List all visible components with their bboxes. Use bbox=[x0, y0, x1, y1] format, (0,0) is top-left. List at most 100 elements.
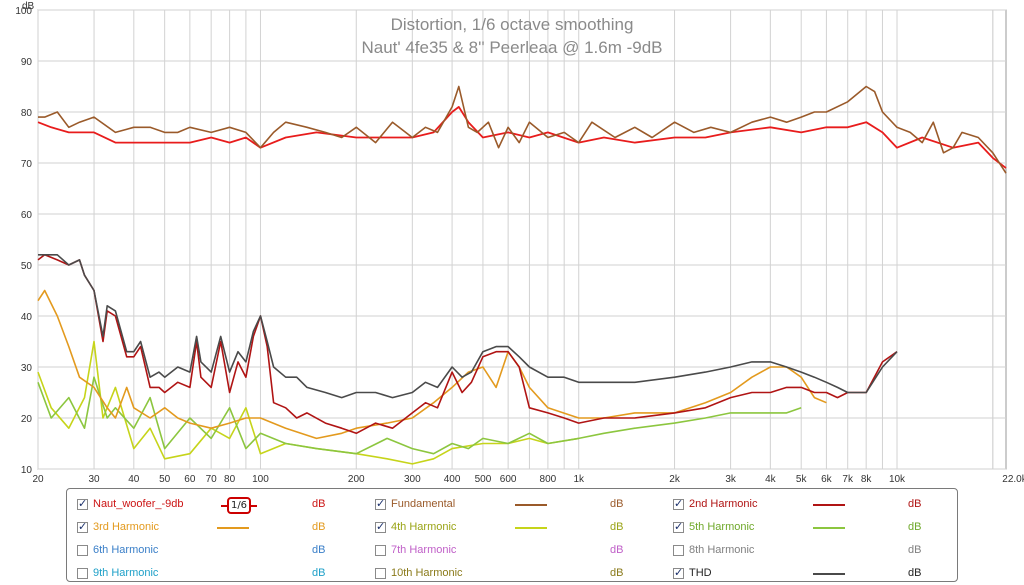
legend-checkbox[interactable] bbox=[77, 568, 88, 579]
y-tick-label: 70 bbox=[21, 159, 33, 170]
legend-label: THD bbox=[689, 567, 712, 579]
legend-swatch bbox=[515, 527, 547, 529]
legend-label: 7th Harmonic bbox=[391, 544, 457, 556]
y-tick-label: 60 bbox=[21, 210, 33, 221]
legend-label: 6th Harmonic bbox=[93, 544, 159, 556]
chart-title: Distortion, 1/6 octave smoothing bbox=[391, 15, 634, 34]
legend-checkbox[interactable] bbox=[375, 545, 386, 556]
legend-label: 8th Harmonic bbox=[689, 544, 755, 556]
legend-item: 3rd Harmonic dB bbox=[67, 519, 365, 539]
x-tick-label: 7k bbox=[842, 474, 854, 485]
series-line-thd bbox=[38, 254, 898, 399]
series-layer bbox=[37, 85, 1007, 465]
legend-label: 3rd Harmonic bbox=[93, 521, 160, 533]
legend-swatch bbox=[813, 504, 845, 506]
legend-swatch bbox=[515, 504, 547, 506]
x-tick-label: 70 bbox=[206, 474, 218, 485]
x-tick-label: 300 bbox=[404, 474, 421, 485]
legend-label: 9th Harmonic bbox=[93, 567, 159, 579]
legend-item: 4th Harmonic dB bbox=[365, 519, 663, 539]
y-tick-label: 100 bbox=[15, 6, 32, 17]
legend-unit: dB bbox=[610, 544, 624, 556]
legend-swatch bbox=[813, 527, 845, 529]
legend-checkbox[interactable] bbox=[673, 566, 684, 579]
legend-item: 2nd Harmonic dB bbox=[663, 496, 961, 516]
legend-unit: dB bbox=[312, 498, 326, 510]
legend-checkbox[interactable] bbox=[375, 497, 386, 510]
legend-checkbox[interactable] bbox=[673, 497, 684, 510]
legend-label: 4th Harmonic bbox=[391, 521, 457, 533]
legend-checkbox[interactable] bbox=[375, 520, 386, 533]
x-tick-label: 60 bbox=[184, 474, 196, 485]
legend-item: 10th Harmonic dB bbox=[365, 565, 663, 585]
series-line-fundamental bbox=[38, 85, 1007, 174]
legend-label: 5th Harmonic bbox=[689, 521, 755, 533]
x-tick-label: 20 bbox=[32, 474, 44, 485]
x-tick-label: 600 bbox=[500, 474, 517, 485]
y-tick-label: 80 bbox=[21, 108, 33, 119]
legend-unit: dB bbox=[312, 544, 326, 556]
y-axis-unit: dB bbox=[22, 1, 35, 12]
legend-item: 8th Harmonic dB bbox=[663, 542, 961, 562]
x-tick-label: 8k bbox=[861, 474, 873, 485]
legend-item: 9th Harmonic dB bbox=[67, 565, 365, 585]
legend-unit: dB bbox=[908, 544, 922, 556]
series-line-2nd-harmonic bbox=[37, 254, 898, 435]
x-tick-label: 80 bbox=[224, 474, 236, 485]
legend-unit: dB bbox=[312, 567, 326, 579]
series-line-naut-woofer-9db bbox=[37, 106, 1007, 169]
legend-item: 7th Harmonic dB bbox=[365, 542, 663, 562]
x-tick-label: 30 bbox=[88, 474, 100, 485]
smoothing-badge[interactable]: 1/6 bbox=[221, 497, 257, 514]
legend-checkbox[interactable] bbox=[77, 545, 88, 556]
x-tick-label: 22.0k Hz bbox=[1002, 474, 1024, 485]
legend-swatch bbox=[813, 573, 845, 575]
legend-checkbox[interactable] bbox=[673, 545, 684, 556]
x-tick-label: 1k bbox=[573, 474, 585, 485]
y-axis-labels: 10 20 30 40 50 60 70 80 90 100 bbox=[15, 6, 32, 476]
y-tick-label: 30 bbox=[21, 363, 33, 374]
x-tick-label: 200 bbox=[348, 474, 365, 485]
x-tick-label: 2k bbox=[669, 474, 681, 485]
x-tick-label: 40 bbox=[128, 474, 140, 485]
y-tick-label: 90 bbox=[21, 57, 33, 68]
legend-unit: dB bbox=[610, 498, 624, 510]
x-tick-label: 100 bbox=[252, 474, 269, 485]
legend-swatch bbox=[217, 527, 249, 529]
legend-unit: dB bbox=[312, 521, 326, 533]
x-tick-label: 10k bbox=[889, 474, 906, 485]
legend-checkbox[interactable] bbox=[375, 568, 386, 579]
series-line-3rd-harmonic bbox=[37, 289, 827, 440]
x-tick-label: 50 bbox=[159, 474, 171, 485]
chart-subtitle: Naut' 4fe35 & 8'' Peerleaa @ 1.6m -9dB bbox=[361, 38, 662, 57]
legend-item: THD dB bbox=[663, 565, 961, 585]
legend-checkbox[interactable] bbox=[77, 520, 88, 533]
x-tick-label: 800 bbox=[540, 474, 557, 485]
plot-background bbox=[37, 9, 1007, 470]
legend-item: 6th Harmonic dB bbox=[67, 542, 365, 562]
legend-checkbox[interactable] bbox=[77, 497, 88, 510]
legend-unit: dB bbox=[610, 521, 624, 533]
x-tick-label: 5k bbox=[796, 474, 808, 485]
legend-item: 5th Harmonic dB bbox=[663, 519, 961, 539]
x-tick-label: 6k bbox=[821, 474, 833, 485]
y-tick-label: 20 bbox=[21, 414, 33, 425]
x-tick-label: 4k bbox=[765, 474, 777, 485]
legend-unit: dB bbox=[908, 567, 922, 579]
legend-unit: dB bbox=[610, 567, 624, 579]
x-tick-label: 3k bbox=[725, 474, 737, 485]
x-tick-label: 400 bbox=[444, 474, 461, 485]
legend-unit: dB bbox=[908, 521, 922, 533]
legend-checkbox[interactable] bbox=[673, 520, 684, 533]
legend-label: Naut_woofer_-9db bbox=[93, 498, 184, 510]
legend-item: Fundamental dB bbox=[365, 496, 663, 516]
y-tick-label: 10 bbox=[21, 465, 33, 476]
legend-label: 10th Harmonic bbox=[391, 567, 463, 579]
legend-label: 2nd Harmonic bbox=[689, 498, 758, 510]
y-tick-label: 40 bbox=[21, 312, 33, 323]
x-axis-labels: 20 30 40 50 60 70 80 100 200 300 400 500 600 800 1k 2k 3… bbox=[32, 474, 1024, 485]
x-tick-label: 500 bbox=[475, 474, 492, 485]
legend-item: Naut_woofer_-9db 1/6 dB bbox=[67, 496, 365, 516]
legend-unit: dB bbox=[908, 498, 922, 510]
